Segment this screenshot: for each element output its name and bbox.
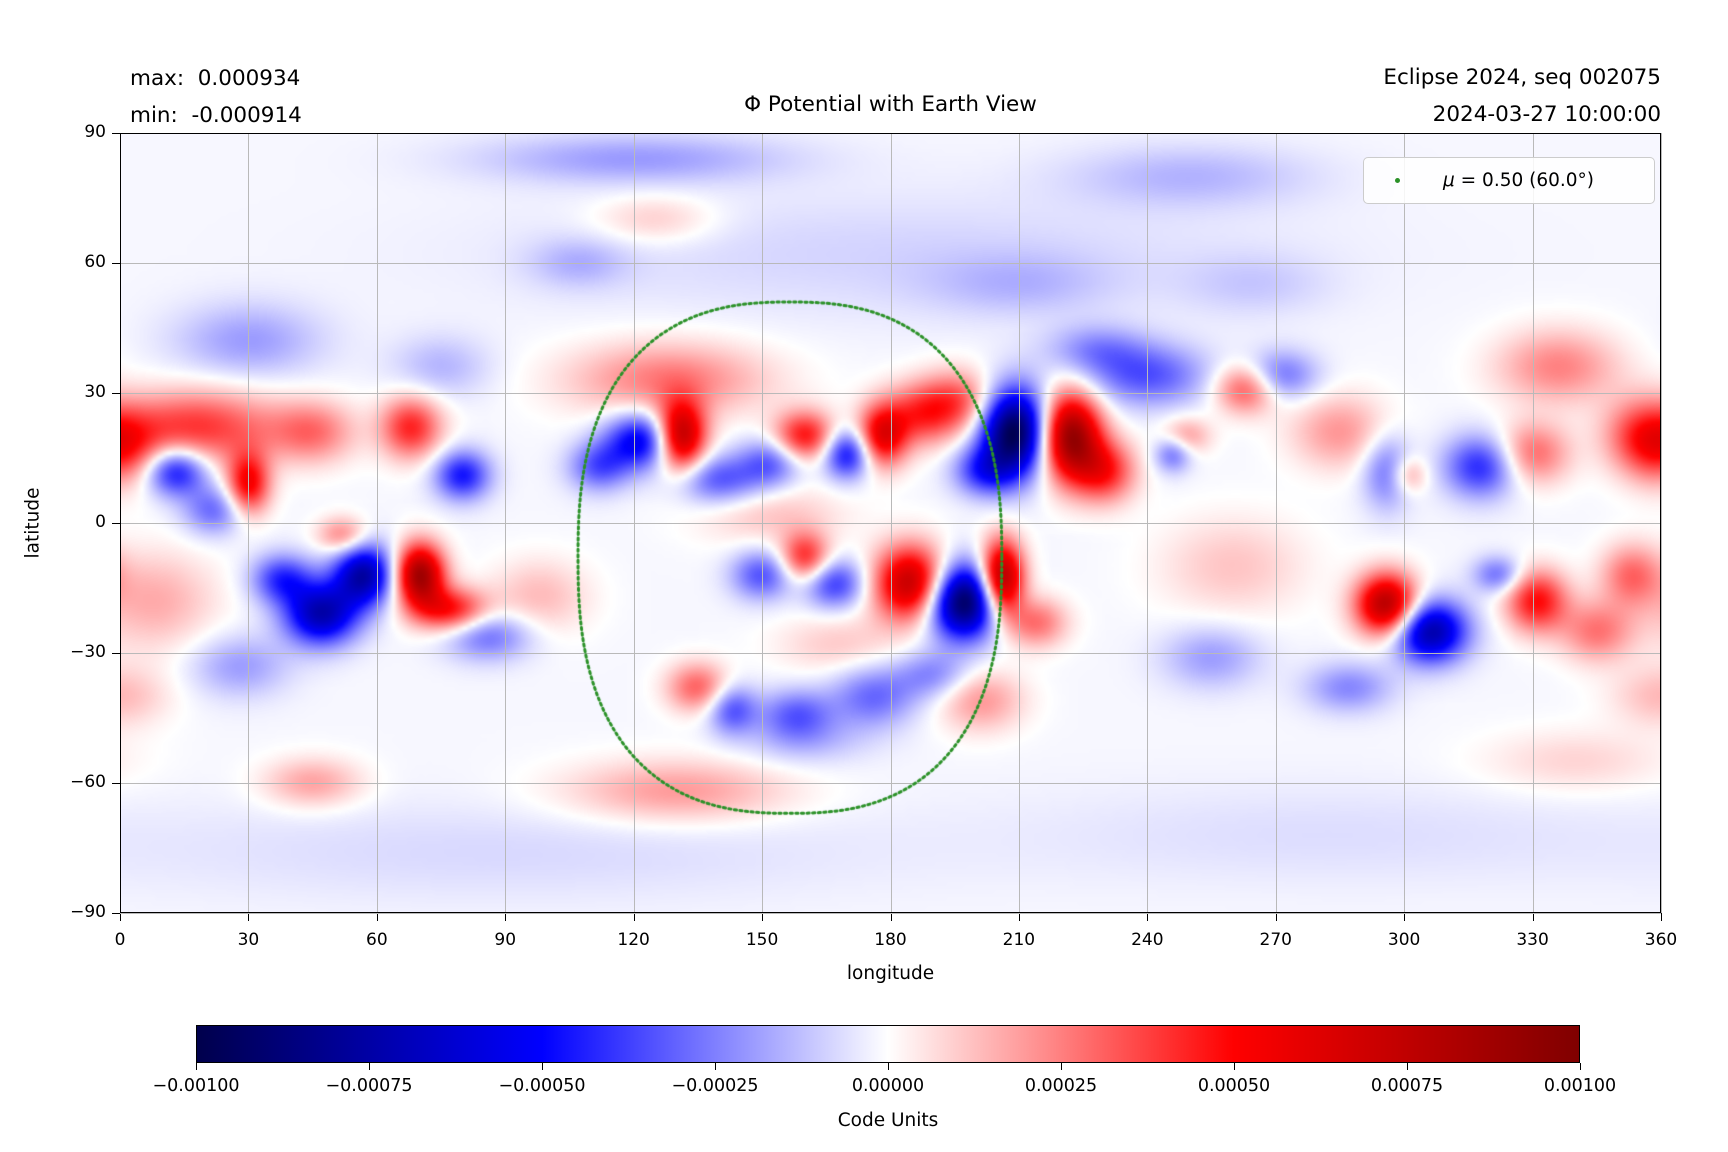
x-tick-label: 120 — [617, 930, 650, 950]
x-tick-label: 330 — [1516, 930, 1549, 950]
colorbar-tick-label: −0.00100 — [152, 1076, 240, 1096]
x-tick-label: 0 — [114, 930, 126, 950]
colorbar-tick-label: 0.00000 — [851, 1076, 925, 1096]
y-tick-label: 60 — [84, 252, 106, 272]
colorbar-tick-mark — [1234, 1063, 1235, 1070]
legend-label: μ = 0.50 (60.0°) — [1443, 170, 1594, 191]
legend-green-dot-icon — [1395, 178, 1400, 183]
legend-box: μ = 0.50 (60.0°) — [1363, 157, 1655, 204]
plot-title: Φ Potential with Earth View — [744, 92, 1037, 117]
colorbar-tick-mark — [1407, 1063, 1408, 1070]
x-tick-mark — [890, 913, 892, 921]
annotation-max: max: 0.000934 — [130, 66, 301, 91]
x-tick-label: 210 — [1002, 930, 1036, 950]
colorbar-gradient — [196, 1025, 1580, 1063]
y-axis-label: latitude — [22, 487, 44, 559]
colorbar-tick-mark — [715, 1063, 716, 1070]
y-tick-label: −90 — [70, 902, 106, 922]
x-tick-label: 180 — [874, 930, 907, 950]
earth-view-circle-canvas — [120, 133, 1661, 913]
y-tick-mark — [112, 523, 120, 524]
colorbar-tick-label: 0.00100 — [1543, 1076, 1617, 1096]
y-tick-label: 30 — [84, 382, 106, 402]
y-tick-mark — [112, 653, 120, 654]
y-tick-mark — [112, 133, 120, 134]
x-tick-mark — [1147, 913, 1149, 921]
annotation-min: min: -0.000914 — [130, 103, 302, 128]
y-tick-label: 0 — [95, 512, 106, 532]
colorbar-tick-label: 0.00050 — [1197, 1076, 1271, 1096]
x-tick-mark — [633, 913, 635, 921]
annotation-eclipse-seq: Eclipse 2024, seq 002075 — [1383, 65, 1661, 90]
colorbar-tick-label: −0.00050 — [498, 1076, 586, 1096]
y-tick-label: 90 — [84, 122, 106, 142]
x-tick-mark — [1661, 913, 1662, 921]
x-tick-mark — [1532, 913, 1534, 921]
x-tick-mark — [248, 913, 250, 921]
gridline-horizontal — [120, 913, 1661, 914]
colorbar-tick-label: −0.00025 — [671, 1076, 759, 1096]
x-tick-mark — [120, 913, 121, 921]
colorbar-tick-mark — [888, 1063, 889, 1070]
colorbar-tick-label: −0.00075 — [325, 1076, 413, 1096]
x-tick-label: 30 — [237, 930, 260, 950]
colorbar-tick-label: 0.00025 — [1024, 1076, 1098, 1096]
y-tick-mark — [112, 393, 120, 394]
x-tick-mark — [505, 913, 507, 921]
x-tick-mark — [1018, 913, 1020, 921]
x-tick-label: 360 — [1644, 930, 1678, 950]
x-tick-label: 240 — [1131, 930, 1164, 950]
colorbar-tick-mark — [1061, 1063, 1062, 1070]
y-tick-mark — [112, 263, 120, 264]
plot-border — [120, 133, 1661, 913]
x-tick-mark — [1275, 913, 1277, 921]
colorbar-tick-mark — [369, 1063, 370, 1070]
x-axis-label: longitude — [846, 963, 935, 984]
y-tick-label: −30 — [70, 642, 106, 662]
x-tick-mark — [1404, 913, 1406, 921]
legend-mu-symbol: μ — [1443, 170, 1455, 191]
x-tick-mark — [762, 913, 764, 921]
colorbar-tick-mark — [196, 1063, 197, 1070]
plot-area — [120, 133, 1662, 914]
colorbar-tick-mark — [1580, 1063, 1581, 1070]
colorbar-label: Code Units — [837, 1110, 939, 1131]
x-tick-label: 300 — [1387, 930, 1421, 950]
x-tick-label: 270 — [1259, 930, 1292, 950]
y-tick-label: −60 — [70, 772, 106, 792]
legend-label-text: = 0.50 (60.0°) — [1454, 170, 1594, 191]
x-tick-label: 150 — [745, 930, 779, 950]
colorbar-tick-mark — [542, 1063, 543, 1070]
gridline-vertical — [1661, 133, 1662, 913]
x-tick-label: 60 — [366, 930, 388, 950]
annotation-datetime: 2024-03-27 10:00:00 — [1432, 102, 1661, 127]
x-tick-label: 90 — [494, 930, 517, 950]
colorbar-tick-label: 0.00075 — [1370, 1076, 1444, 1096]
x-tick-mark — [376, 913, 378, 921]
y-tick-mark — [112, 783, 120, 784]
y-tick-mark — [112, 913, 120, 914]
